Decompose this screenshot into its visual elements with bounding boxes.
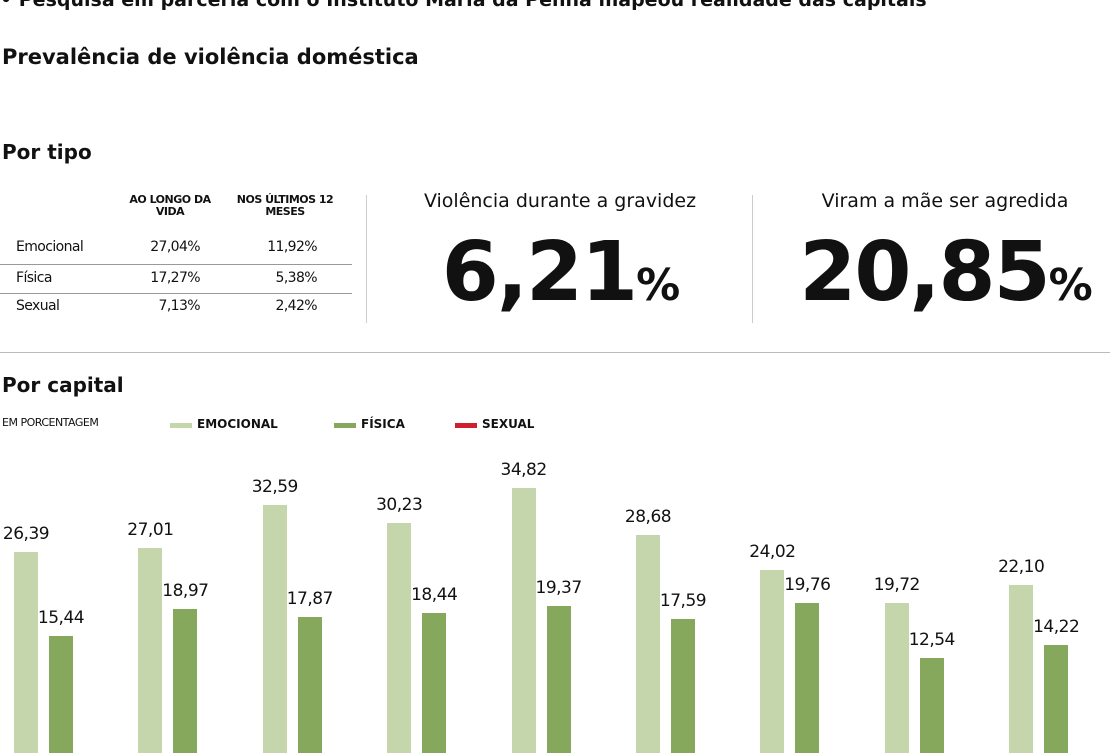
data-label: 17,87 xyxy=(286,589,334,610)
unit: % xyxy=(1048,260,1093,311)
bar-emocional xyxy=(262,505,287,753)
section-por-tipo: Por tipo xyxy=(2,140,92,164)
page-title: Prevalência de violência doméstica xyxy=(2,45,419,69)
bar-física xyxy=(297,617,322,753)
value: 20,85 xyxy=(799,225,1050,320)
value: 6,21 xyxy=(441,225,638,320)
bar-emocional xyxy=(884,603,909,753)
mae-label: Viram a mãe ser agredida xyxy=(821,190,1069,212)
divider xyxy=(752,195,753,323)
cell: 11,92% xyxy=(267,239,317,255)
legend-swatch-sexual xyxy=(455,423,477,428)
bar-física xyxy=(546,605,571,753)
bar-física xyxy=(422,612,447,753)
cell: 17,27% xyxy=(150,270,200,286)
cell: 5,38% xyxy=(275,270,318,286)
section-divider xyxy=(0,352,1110,353)
data-label: 30,23 xyxy=(376,495,423,516)
data-label: 19,72 xyxy=(873,575,921,596)
bar-emocional xyxy=(636,535,660,753)
col-header-meses: NOS ÚLTIMOS 12 MESES xyxy=(236,193,334,218)
legend-sexual: SEXUAL xyxy=(482,417,535,431)
row-label: Emocional xyxy=(16,239,84,255)
data-label: 27,01 xyxy=(127,519,174,540)
row-label: Física xyxy=(16,270,52,286)
bar-física xyxy=(49,635,73,753)
bar-emocional xyxy=(387,523,412,753)
bar-emocional xyxy=(138,547,163,753)
data-label: 24,02 xyxy=(749,542,796,563)
data-label: 17,59 xyxy=(659,591,707,612)
bar-física xyxy=(671,619,695,753)
gravidez-value: 6,21% xyxy=(380,225,740,320)
row-label: Sexual xyxy=(16,298,60,314)
bar-física xyxy=(919,657,944,753)
bar-emocional xyxy=(14,552,38,753)
data-label: 22,10 xyxy=(998,557,1045,578)
legend-swatch-emocional xyxy=(170,423,192,428)
divider xyxy=(366,195,367,323)
data-label: 12,54 xyxy=(908,629,956,650)
bar-física xyxy=(1044,644,1069,753)
data-label: 28,68 xyxy=(624,507,672,528)
bar-física xyxy=(795,602,820,753)
top-line: • Pesquisa em parceria com o Instituto M… xyxy=(0,0,927,11)
legend-swatch-fisica xyxy=(334,423,356,428)
data-label: 18,44 xyxy=(411,584,458,605)
divider xyxy=(0,293,352,294)
chart-title: Por capital xyxy=(2,373,124,397)
bar-emocional xyxy=(760,570,785,753)
data-label: 19,37 xyxy=(535,577,583,598)
legend-fisica: FÍSICA xyxy=(361,417,405,431)
divider xyxy=(0,264,352,265)
col-header-vida: AO LONGO DA VIDA xyxy=(129,193,211,218)
cell: 7,13% xyxy=(158,298,201,314)
bar-emocional xyxy=(1009,585,1034,753)
mae-value: 20,85% xyxy=(765,225,1110,320)
data-label: 15,44 xyxy=(37,607,85,628)
data-label: 14,22 xyxy=(1033,616,1080,637)
cell: 27,04% xyxy=(150,239,200,255)
gravidez-label: Violência durante a gravidez xyxy=(423,190,697,212)
data-label: 34,82 xyxy=(500,460,548,481)
legend-emocional: EMOCIONAL xyxy=(197,417,278,431)
bar-física xyxy=(173,608,198,753)
chart-unit: EM PORCENTAGEM xyxy=(2,416,99,429)
data-label: 19,76 xyxy=(784,574,831,595)
bar-emocional xyxy=(511,488,536,753)
data-label: 18,97 xyxy=(162,580,209,601)
data-label: 32,59 xyxy=(251,477,299,498)
unit: % xyxy=(636,260,680,311)
cell: 2,42% xyxy=(275,298,318,314)
data-label: 26,39 xyxy=(2,524,50,545)
